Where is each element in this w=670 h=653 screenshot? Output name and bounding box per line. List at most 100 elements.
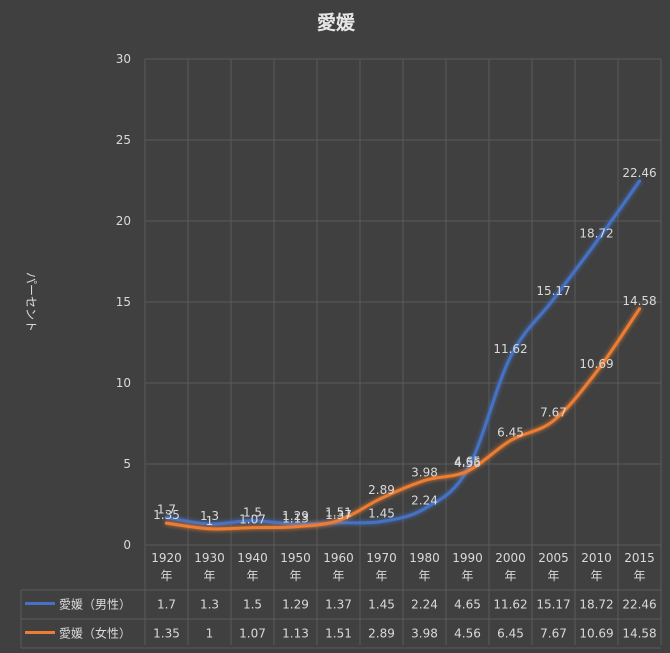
data-point <box>466 469 469 473</box>
table-cell: 7.67 <box>540 627 567 641</box>
x-tick-label: 2015 <box>624 551 655 565</box>
y-tick-label: 30 <box>116 52 131 66</box>
data-point <box>552 297 555 301</box>
table-cell: 2.89 <box>368 627 395 641</box>
x-tick-unit: 年 <box>461 569 473 583</box>
x-tick-unit: 年 <box>332 569 344 583</box>
table-cell: 1.5 <box>243 598 262 612</box>
table-cell: 1.51 <box>325 627 352 641</box>
x-tick-unit: 年 <box>633 569 645 583</box>
data-label: 3.98 <box>411 466 438 480</box>
table-cell: 18.72 <box>579 598 613 612</box>
y-tick-label: 25 <box>116 133 131 147</box>
data-point <box>423 479 426 483</box>
data-point <box>423 507 426 511</box>
y-tick-label: 20 <box>116 214 131 228</box>
data-point <box>294 522 297 526</box>
data-point <box>552 419 555 423</box>
data-label: 11.62 <box>493 342 527 356</box>
table-cell: 11.62 <box>493 598 527 612</box>
data-labels: 1.7 1.3 1.5 1.29 1.37 1.45 2.24 4.65 11.62 15.17 1… <box>153 166 657 528</box>
data-label: 15.17 <box>536 284 570 298</box>
x-tick-unit: 年 <box>375 569 387 583</box>
x-tick-label: 1970 <box>366 551 397 565</box>
data-label: 22.46 <box>622 166 656 180</box>
data-label: 1.13 <box>282 512 309 526</box>
data-label: 1.7 <box>157 502 176 516</box>
data-point <box>337 519 340 523</box>
table-cell: 3.98 <box>411 627 438 641</box>
data-label: 1.51 <box>325 506 352 520</box>
x-tick-label: 2000 <box>495 551 526 565</box>
data-table: 1920 年 1930 年 1940 年 1950 年 1960 年 1970 年 1980 年 1990 年… <box>20 544 661 649</box>
legend-label: 愛媛（男性） <box>59 598 131 612</box>
x-tick-unit: 年 <box>203 569 215 583</box>
x-tick-unit: 年 <box>289 569 301 583</box>
data-label: 14.58 <box>622 294 656 308</box>
table-cell: 10.69 <box>579 627 613 641</box>
x-tick-label: 1950 <box>280 551 311 565</box>
table-cell: 1 <box>206 627 214 641</box>
series-lines <box>165 179 641 531</box>
data-label: 1.5 <box>243 506 262 520</box>
x-tick-unit: 年 <box>418 569 430 583</box>
data-point <box>251 526 254 530</box>
x-tick-label: 1940 <box>237 551 268 565</box>
data-point <box>208 522 211 526</box>
data-point <box>595 370 598 374</box>
data-label: 7.67 <box>540 406 567 420</box>
data-point <box>509 355 512 359</box>
data-point <box>380 520 383 524</box>
data-label: 4.56 <box>454 456 481 470</box>
data-label: 4.65 <box>454 455 481 469</box>
x-tick-label: 1920 <box>151 551 182 565</box>
data-label: 6.45 <box>497 426 524 440</box>
x-tick-label: 2010 <box>581 551 612 565</box>
data-label: 1.29 <box>282 509 309 523</box>
data-label: 2.89 <box>368 483 395 497</box>
data-point <box>638 307 641 311</box>
x-tick-label: 1960 <box>323 551 354 565</box>
series-line-2 <box>165 307 641 531</box>
data-point <box>294 525 297 529</box>
y-tick-label: 0 <box>123 538 131 552</box>
x-tick-label: 1980 <box>409 551 440 565</box>
data-label: 10.69 <box>579 357 613 371</box>
data-label: 1.45 <box>368 507 395 521</box>
x-tick-unit: 年 <box>547 569 559 583</box>
table-cell: 1.35 <box>153 627 180 641</box>
data-label: 18.72 <box>579 227 613 241</box>
chart-title: 愛媛 <box>317 11 356 34</box>
y-tick-label: 10 <box>116 376 131 390</box>
table-cell: 1.7 <box>157 598 176 612</box>
table-cell: 1.13 <box>282 627 309 641</box>
data-label: 1.3 <box>200 509 219 523</box>
data-point <box>165 521 168 525</box>
data-label: 2.24 <box>411 494 438 508</box>
table-cell: 6.45 <box>497 627 524 641</box>
legend-label: 愛媛（女性） <box>59 626 131 641</box>
table-cell: 15.17 <box>536 598 570 612</box>
x-tick-unit: 年 <box>246 569 258 583</box>
gridlines <box>144 58 662 645</box>
data-label: 1 <box>206 514 214 528</box>
x-tick-label: 1930 <box>194 551 225 565</box>
y-tick-label: 5 <box>123 457 131 471</box>
data-label: 1.35 <box>153 508 180 522</box>
data-label: 1.37 <box>325 508 352 522</box>
y-axis-label: パーセント <box>24 272 38 332</box>
data-point <box>165 515 168 519</box>
y-axis-ticks: 0 5 10 15 20 25 30 <box>116 52 131 552</box>
x-tick-label: 2005 <box>538 551 569 565</box>
y-tick-label: 15 <box>116 295 131 309</box>
table-cell: 4.56 <box>454 627 481 641</box>
table-cell: 4.65 <box>454 598 481 612</box>
data-point <box>251 519 254 523</box>
data-point <box>380 496 383 500</box>
table-cell: 1.07 <box>239 627 266 641</box>
x-tick-unit: 年 <box>160 569 172 583</box>
data-point <box>595 240 598 244</box>
table-cell: 1.45 <box>368 598 395 612</box>
